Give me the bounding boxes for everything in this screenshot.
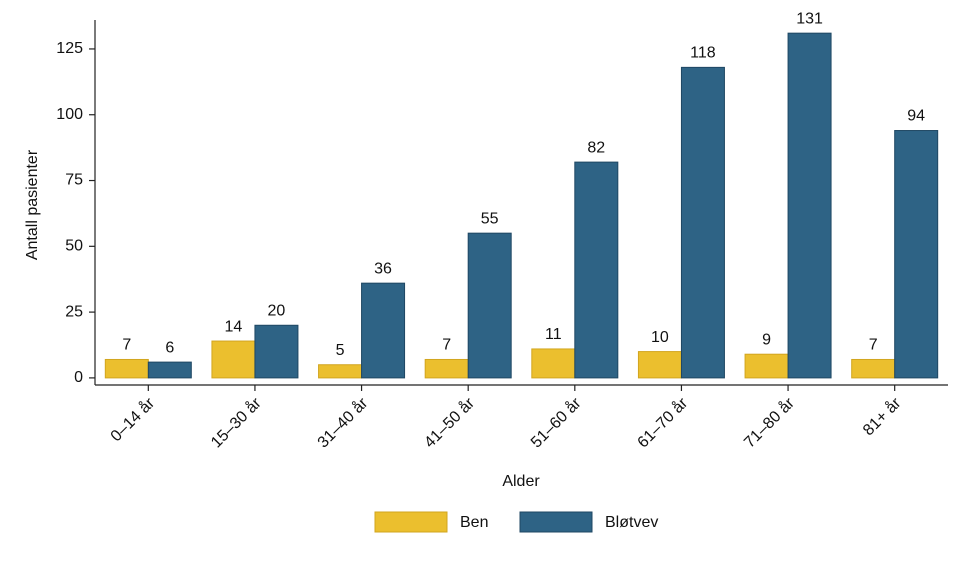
value-label: 118 xyxy=(690,45,716,62)
value-label: 9 xyxy=(762,331,771,348)
bar xyxy=(744,353,789,379)
y-tick-label: 75 xyxy=(65,172,83,189)
y-tick-label: 0 xyxy=(74,369,83,386)
x-tick-label: 61–70 år xyxy=(634,394,692,452)
x-tick-label: 71–80 år xyxy=(740,394,798,452)
value-label: 10 xyxy=(651,329,669,346)
y-axis-title: Antall pasienter xyxy=(24,149,41,260)
x-tick-label: 31–40 år xyxy=(314,394,372,452)
legend-swatch xyxy=(519,511,593,533)
value-label: 131 xyxy=(796,10,823,27)
value-label: 36 xyxy=(374,260,392,277)
bar xyxy=(424,358,469,379)
bar xyxy=(531,348,576,379)
y-tick-label: 50 xyxy=(65,238,83,255)
bar xyxy=(211,340,256,379)
legend-swatch xyxy=(374,511,448,533)
bar xyxy=(894,130,939,379)
bar xyxy=(361,282,406,379)
legend-label: Bløtvev xyxy=(605,514,658,531)
y-tick-label: 25 xyxy=(65,303,83,320)
value-label: 55 xyxy=(481,210,499,227)
value-label: 20 xyxy=(268,302,286,319)
value-label: 94 xyxy=(907,108,925,125)
bar xyxy=(467,232,512,379)
bar xyxy=(104,358,149,379)
bar xyxy=(637,351,682,379)
value-label: 14 xyxy=(225,318,243,335)
bar xyxy=(680,66,725,379)
x-tick-label: 81+ år xyxy=(859,394,905,440)
value-label: 6 xyxy=(165,339,174,356)
x-tick-label: 0–14 år xyxy=(107,394,159,446)
x-tick-label: 51–60 år xyxy=(527,394,585,452)
value-label: 5 xyxy=(336,342,345,359)
x-tick-label: 41–50 år xyxy=(421,394,479,452)
bar xyxy=(787,32,832,379)
bar xyxy=(318,364,363,379)
bar xyxy=(851,358,896,379)
bar xyxy=(147,361,192,379)
x-tick-label: 15–30 år xyxy=(207,394,265,452)
y-tick-label: 100 xyxy=(56,106,83,123)
value-label: 7 xyxy=(122,337,131,354)
value-label: 82 xyxy=(587,139,605,156)
bar xyxy=(254,324,299,379)
value-label: 11 xyxy=(545,326,562,343)
legend-label: Ben xyxy=(460,514,488,531)
bar xyxy=(574,161,619,379)
y-tick-label: 125 xyxy=(56,40,83,57)
value-label: 7 xyxy=(869,337,878,354)
value-label: 7 xyxy=(442,337,451,354)
x-axis-title: Alder xyxy=(502,473,540,490)
